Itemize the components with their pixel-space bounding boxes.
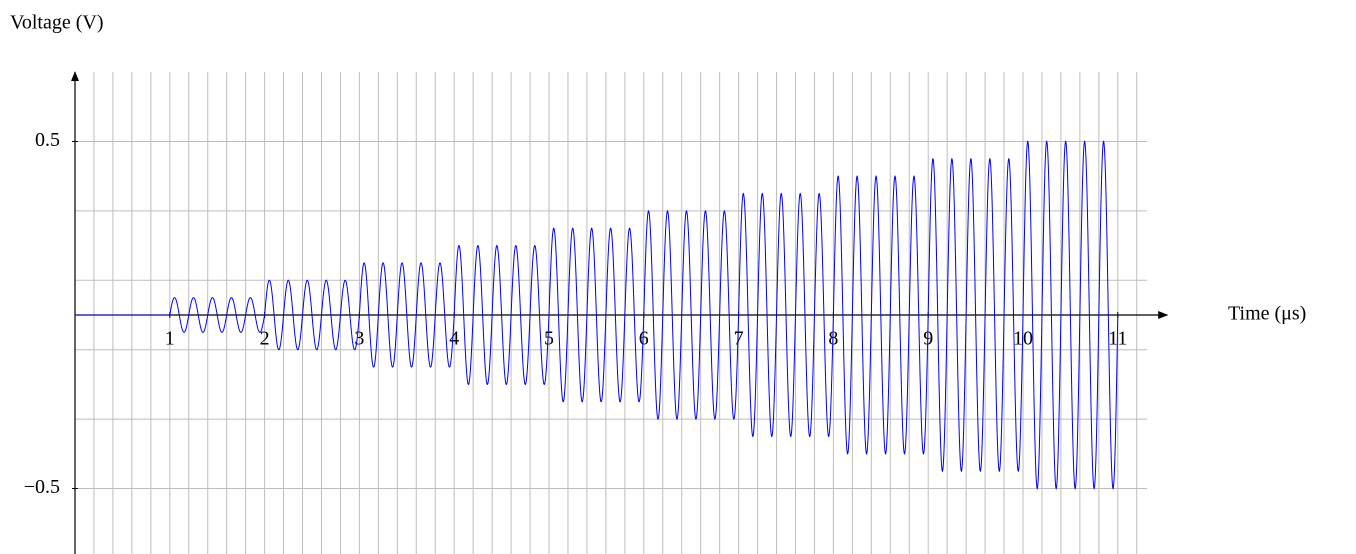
x-tick-label: 1 <box>165 328 175 350</box>
signal-step <box>453 244 550 386</box>
x-tick-label: 6 <box>639 328 649 350</box>
y-axis-label: Voltage (V) <box>10 12 104 34</box>
x-tick-label: 2 <box>260 328 270 350</box>
x-tick-label: 8 <box>828 328 838 350</box>
signal-step <box>358 262 455 368</box>
signal-step <box>643 210 740 420</box>
y-tick-label: −0.5 <box>24 476 60 498</box>
signal-step <box>927 157 1024 473</box>
x-tick-label: 4 <box>449 328 459 350</box>
signal-step <box>832 175 929 455</box>
signal-step <box>1022 140 1119 490</box>
signal-step <box>264 279 360 351</box>
x-tick-label: 5 <box>544 328 554 350</box>
x-tick-label: 3 <box>354 328 364 350</box>
x-axis-label: Time (μs) <box>1228 303 1306 325</box>
signal-step <box>548 227 645 403</box>
x-tick-label: 7 <box>734 328 744 350</box>
x-tick-label: 9 <box>923 328 933 350</box>
signal-step <box>738 192 834 438</box>
y-tick-label: 0.5 <box>35 129 60 151</box>
signal-step <box>169 297 266 333</box>
